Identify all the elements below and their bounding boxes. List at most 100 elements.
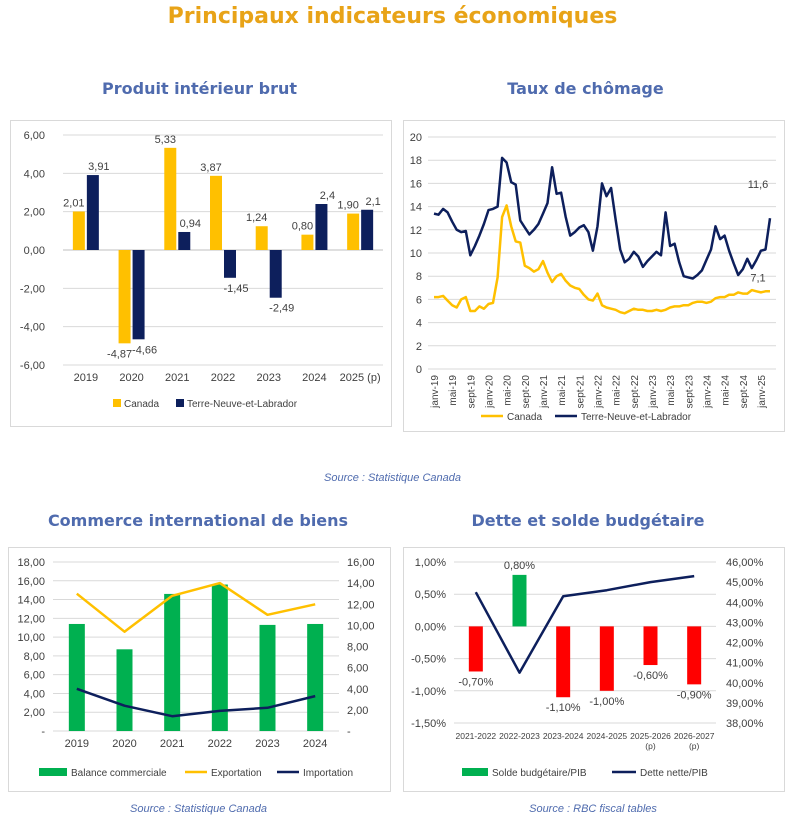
trade-line-export xyxy=(76,581,316,633)
gdp-legend-swatch-canada xyxy=(113,399,121,407)
trade-chart: - 2,00 4,00 6,00 8,00 10,00 12,00 14,00 16,00 18,… xyxy=(17,557,375,779)
gdp-x-tick: 2021 xyxy=(165,372,189,384)
gdp-legend-canada: Canada xyxy=(124,399,159,410)
gdp-bar-canada xyxy=(118,250,131,344)
unemp-legend-tnl: Terre-Neuve-et-Labrador xyxy=(581,412,692,423)
debt-y-tick-right: 46,00% xyxy=(726,557,764,569)
unemp-x-tick: sept-21 xyxy=(575,375,586,409)
trade-bar-balance xyxy=(116,649,133,731)
trade-bar-balance xyxy=(307,623,324,731)
unemp-x-tick: sept-23 xyxy=(684,375,695,409)
gdp-y-tick: 2,00 xyxy=(24,207,45,219)
debt-chart-title: Dette et solde budgétaire xyxy=(471,511,705,530)
debt-legend-debt: Dette nette/PIB xyxy=(640,768,708,779)
unemployment-chart-title: Taux de chômage xyxy=(507,79,664,98)
debt-bar-label: -0,60% xyxy=(633,670,668,682)
gdp-bar-tnl xyxy=(132,250,145,340)
gdp-x-tick: 2019 xyxy=(74,372,98,384)
trade-bar-balance xyxy=(259,624,276,731)
debt-bar-label: -1,00% xyxy=(589,696,624,708)
debt-y-tick-right: 39,00% xyxy=(726,698,764,710)
unemp-x-tick: mai-24 xyxy=(721,375,732,406)
gdp-bar-canada xyxy=(72,211,85,250)
gdp-label-tnl: 2,4 xyxy=(320,190,335,202)
trade-y-tick-right: 6,00 xyxy=(347,663,368,675)
debt-y-tick-right: 41,00% xyxy=(726,658,764,670)
trade-y-tick-right: 14,00 xyxy=(347,578,375,590)
trade-y-tick-left: 6,00 xyxy=(24,670,45,682)
debt-y-tick-right: 43,00% xyxy=(726,617,764,629)
unemp-x-tick: mai-22 xyxy=(612,375,623,406)
trade-y-tick-left: 14,00 xyxy=(17,595,45,607)
gdp-label-canada: 0,80 xyxy=(292,221,313,233)
unemp-end-label-canada: 7,1 xyxy=(750,272,765,284)
debt-bar-balance xyxy=(643,626,658,666)
trade-y-tick-right: 16,00 xyxy=(347,557,375,569)
gdp-x-tick: 2024 xyxy=(302,372,326,384)
debt-y-tick-left: 0,50% xyxy=(415,589,446,601)
gdp-chart-panel: -6,00 -4,00 -2,00 0,00 2,00 4,00 6,00 2019 2,01 3… xyxy=(10,120,392,427)
trade-x-tick: 2022 xyxy=(208,738,232,750)
trade-legend-swatch-balance xyxy=(39,768,67,776)
trade-y-tick-left: 16,00 xyxy=(17,576,45,588)
gdp-label-canada: -4,87 xyxy=(107,348,132,360)
gdp-chart: -6,00 -4,00 -2,00 0,00 2,00 4,00 6,00 2019 2,01 3… xyxy=(20,130,383,410)
trade-x-tick: 2020 xyxy=(112,738,136,750)
trade-y-tick-right: 8,00 xyxy=(347,642,368,654)
gdp-y-tick: -2,00 xyxy=(20,283,45,295)
debt-y-tick-right: 44,00% xyxy=(726,597,764,609)
trade-legend-import: Importation xyxy=(303,768,353,779)
gdp-bar-canada xyxy=(164,147,177,250)
source-note-bottom-right: Source : RBC fiscal tables xyxy=(529,803,657,815)
gdp-x-tick: 2025 (p) xyxy=(340,372,381,384)
trade-y-tick-right: 2,00 xyxy=(347,705,368,717)
trade-y-tick-left: 2,00 xyxy=(24,707,45,719)
debt-y-tick-right: 42,00% xyxy=(726,638,764,650)
gdp-bar-tnl xyxy=(224,250,236,278)
unemp-line-tnl xyxy=(433,156,772,280)
unemp-x-tick: janv-23 xyxy=(648,375,659,409)
debt-x-tick: 2023-2024 xyxy=(543,731,584,741)
gdp-bar-canada xyxy=(210,175,222,250)
gdp-chart-title: Produit intérieur brut xyxy=(102,79,297,98)
trade-x-tick: 2021 xyxy=(160,738,184,750)
gdp-legend-tnl: Terre-Neuve-et-Labrador xyxy=(187,399,298,410)
unemp-x-tick: mai-19 xyxy=(448,375,459,406)
unemp-x-tick: janv-25 xyxy=(757,375,768,409)
unemp-y-tick: 2 xyxy=(416,341,422,353)
unemp-x-tick: sept-20 xyxy=(521,375,532,409)
unemp-x-tick: janv-19 xyxy=(430,375,441,409)
gdp-label-canada: 5,33 xyxy=(155,134,176,146)
gdp-y-tick: 4,00 xyxy=(24,168,45,180)
trade-y-tick-left: 8,00 xyxy=(24,651,45,663)
unemp-legend-canada: Canada xyxy=(507,412,542,423)
gdp-legend-swatch-tnl xyxy=(176,399,184,407)
unemp-y-tick: 16 xyxy=(410,178,422,190)
source-note-bottom-left: Source : Statistique Canada xyxy=(130,803,267,815)
unemp-x-tick: sept-24 xyxy=(739,375,750,409)
gdp-y-tick: -6,00 xyxy=(20,360,45,372)
trade-legend-export: Exportation xyxy=(211,768,262,779)
gdp-bar-canada xyxy=(347,213,360,250)
unemp-x-tick: janv-21 xyxy=(539,375,550,409)
unemployment-chart: 0 2 4 6 8 10 12 14 16 18 20 janv-19 mai-19 sept-19 jan… xyxy=(410,132,776,423)
unemp-x-tick: mai-21 xyxy=(557,375,568,406)
debt-bar-balance xyxy=(468,626,483,672)
gdp-bar-tnl xyxy=(315,204,328,250)
gdp-bar-tnl xyxy=(361,209,374,250)
gdp-label-tnl: 3,91 xyxy=(88,161,109,173)
gdp-label-canada: 3,87 xyxy=(200,162,221,174)
debt-bar-label: -1,10% xyxy=(546,702,581,714)
gdp-x-tick: 2022 xyxy=(211,372,235,384)
trade-bar-balance xyxy=(68,623,85,731)
debt-x-tick: 2026-2027 xyxy=(674,731,715,741)
debt-x-tick: 2022-2023 xyxy=(499,731,540,741)
trade-y-tick-left: 18,00 xyxy=(17,557,45,569)
gdp-bar-canada xyxy=(255,226,268,250)
gdp-y-tick: -4,00 xyxy=(20,322,45,334)
gdp-label-tnl: -2,49 xyxy=(269,303,294,315)
debt-bar-balance xyxy=(556,626,571,698)
trade-y-tick-right: 10,00 xyxy=(347,620,375,632)
gdp-label-tnl: 0,94 xyxy=(180,218,201,230)
page-title: Principaux indicateurs économiques xyxy=(167,4,618,29)
